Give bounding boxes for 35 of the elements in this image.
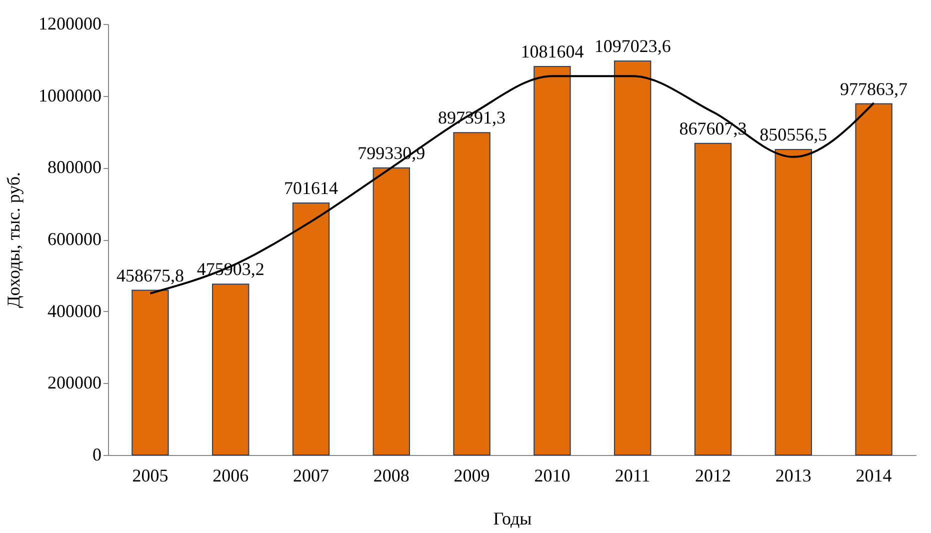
- y-tick-label: 0: [92, 444, 102, 464]
- y-tick-label: 1200000: [38, 14, 102, 34]
- x-tick-label: 2007: [293, 466, 330, 486]
- bar: [453, 132, 490, 456]
- y-tick-label: 800000: [48, 157, 102, 178]
- y-axis-title: Доходы, тыс. руб.: [4, 172, 24, 308]
- x-tick-label: 2006: [212, 466, 249, 486]
- data-label: 1097023,6: [594, 36, 671, 56]
- x-axis-title: Годы: [493, 508, 532, 528]
- bar: [614, 60, 652, 456]
- x-tick-label: 2014: [856, 466, 892, 486]
- bar: [212, 284, 250, 456]
- x-tick-label: 2013: [775, 466, 812, 486]
- x-tick-label: 2008: [373, 466, 410, 486]
- x-tick-label: 2005: [132, 466, 168, 486]
- bar: [694, 142, 732, 456]
- data-label: 850556,5: [760, 124, 828, 145]
- x-tick-label: 2012: [694, 466, 731, 486]
- bar: [372, 167, 410, 456]
- data-label: 977863,7: [840, 78, 908, 99]
- data-label: 1081604: [520, 42, 584, 62]
- x-tick-label: 2009: [454, 466, 490, 486]
- data-label: 701614: [284, 178, 338, 198]
- x-tick-label: 2010: [534, 466, 570, 486]
- x-tick-label: 2011: [614, 466, 650, 486]
- bar: [534, 66, 571, 456]
- data-label: 458675,8: [116, 265, 184, 286]
- bar: [292, 202, 330, 456]
- y-tick-label: 200000: [48, 372, 102, 393]
- bar: [855, 103, 892, 456]
- bar: [774, 149, 812, 456]
- y-tick-label: 400000: [48, 300, 102, 321]
- y-tick-label: 600000: [48, 229, 102, 249]
- y-tick-label: 1000000: [38, 85, 102, 106]
- bar: [132, 290, 169, 456]
